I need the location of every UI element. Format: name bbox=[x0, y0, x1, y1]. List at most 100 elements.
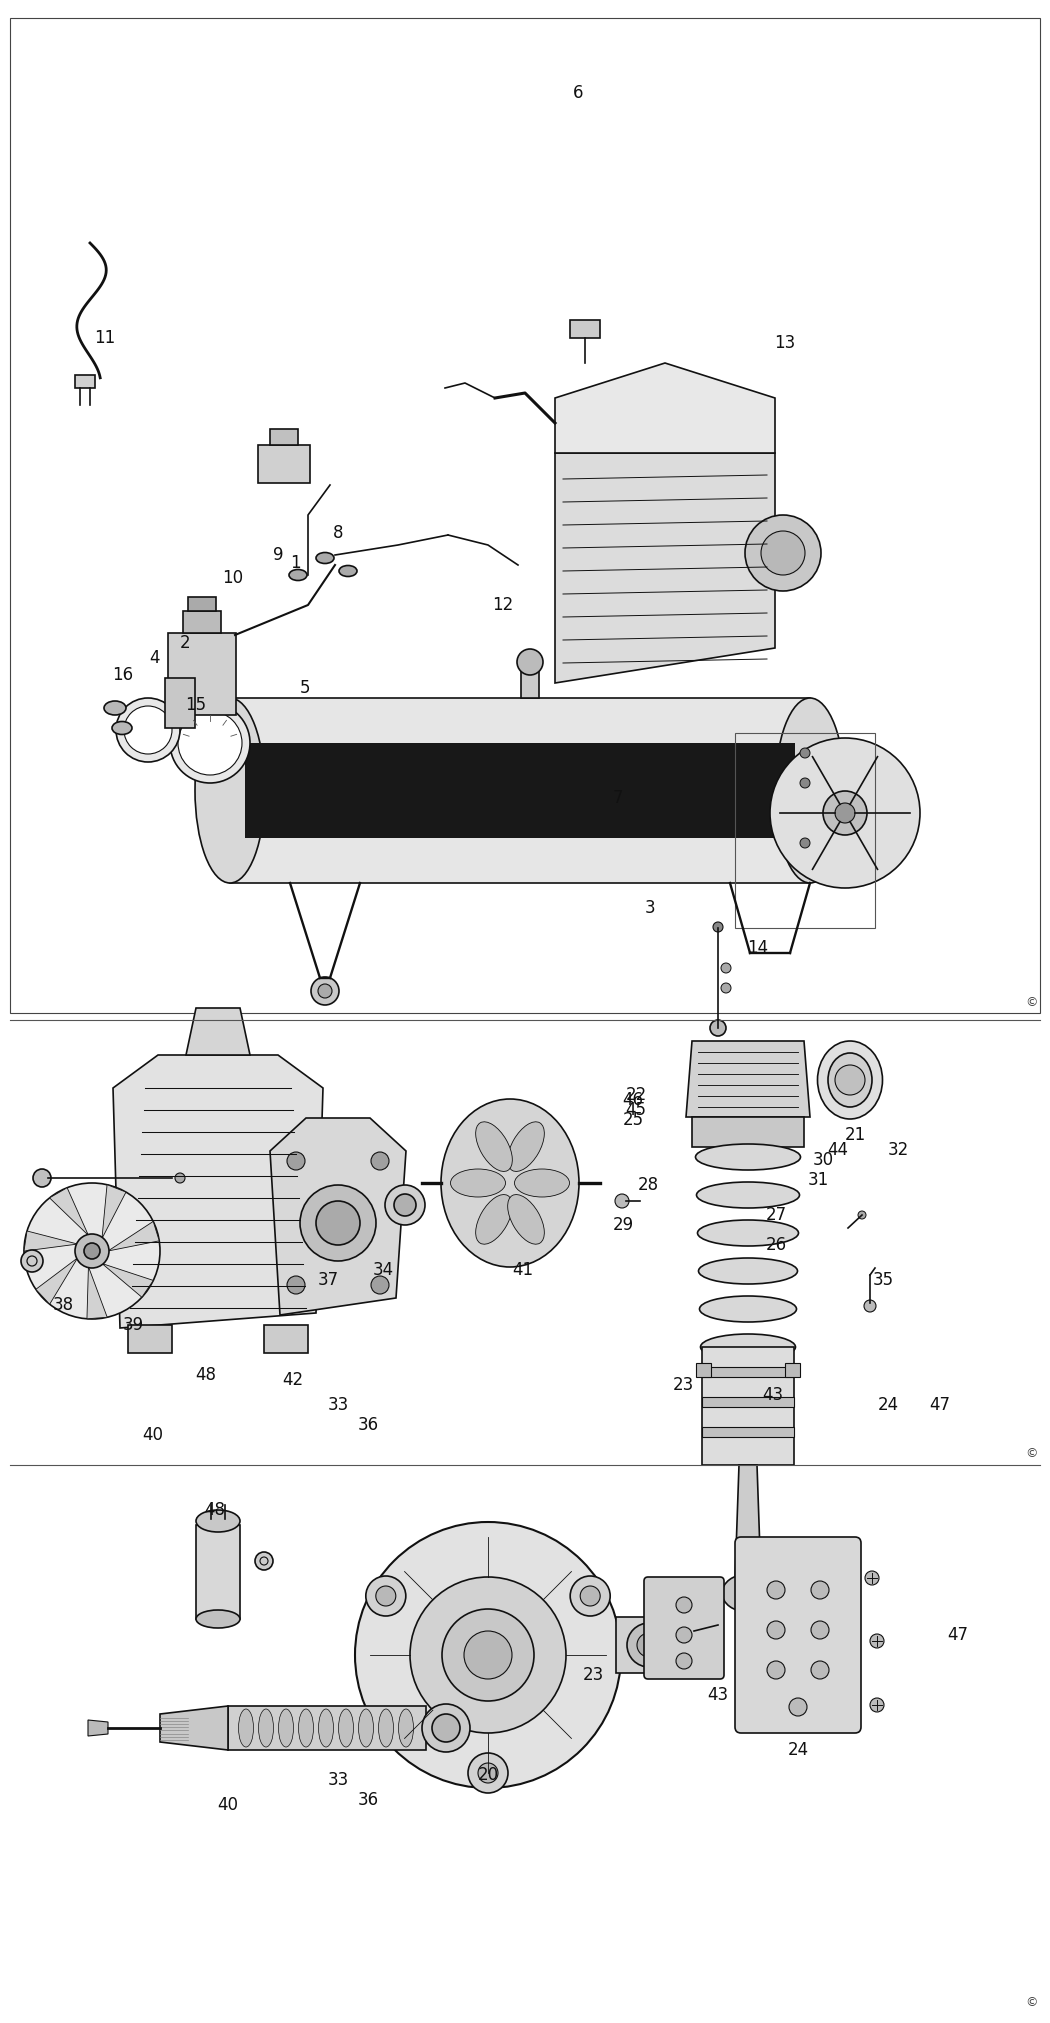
Circle shape bbox=[766, 1582, 785, 1598]
Polygon shape bbox=[555, 362, 775, 453]
Bar bbox=[270, 429, 298, 445]
Polygon shape bbox=[49, 1188, 88, 1236]
Bar bbox=[671, 1633, 706, 1657]
FancyBboxPatch shape bbox=[735, 1537, 861, 1734]
Ellipse shape bbox=[476, 1123, 512, 1171]
Text: 44: 44 bbox=[827, 1141, 848, 1159]
Ellipse shape bbox=[289, 570, 307, 581]
Ellipse shape bbox=[722, 1574, 774, 1612]
Text: 38: 38 bbox=[52, 1297, 74, 1315]
Ellipse shape bbox=[339, 566, 357, 577]
Text: 15: 15 bbox=[186, 696, 207, 714]
Ellipse shape bbox=[399, 1709, 414, 1748]
Circle shape bbox=[800, 749, 810, 759]
Bar bbox=[188, 597, 216, 611]
Text: 31: 31 bbox=[807, 1171, 828, 1190]
Ellipse shape bbox=[699, 1297, 797, 1321]
Circle shape bbox=[316, 1202, 360, 1244]
Text: 11: 11 bbox=[94, 330, 116, 348]
Text: 48: 48 bbox=[195, 1366, 216, 1384]
Circle shape bbox=[676, 1653, 692, 1669]
Circle shape bbox=[287, 1151, 304, 1169]
Bar bbox=[702, 1368, 794, 1378]
Text: 35: 35 bbox=[873, 1270, 894, 1289]
Circle shape bbox=[355, 1521, 621, 1788]
Bar bbox=[264, 1325, 308, 1353]
Polygon shape bbox=[555, 453, 775, 684]
Ellipse shape bbox=[338, 1709, 354, 1748]
Circle shape bbox=[721, 983, 731, 993]
Ellipse shape bbox=[775, 698, 845, 882]
Circle shape bbox=[766, 1620, 785, 1639]
Text: 27: 27 bbox=[765, 1206, 786, 1224]
Text: 20: 20 bbox=[478, 1766, 499, 1784]
Circle shape bbox=[432, 1713, 460, 1742]
Ellipse shape bbox=[698, 1258, 798, 1285]
Ellipse shape bbox=[318, 1709, 334, 1748]
Text: 42: 42 bbox=[282, 1372, 303, 1390]
Circle shape bbox=[175, 1173, 185, 1183]
Polygon shape bbox=[735, 1465, 761, 1580]
Text: 13: 13 bbox=[775, 334, 796, 352]
Text: 43: 43 bbox=[762, 1386, 783, 1404]
Ellipse shape bbox=[441, 1098, 579, 1266]
Bar bbox=[521, 670, 539, 698]
Bar bbox=[702, 1426, 794, 1436]
Ellipse shape bbox=[696, 1181, 799, 1208]
Circle shape bbox=[570, 1576, 610, 1616]
Circle shape bbox=[116, 698, 180, 763]
Circle shape bbox=[371, 1151, 388, 1169]
Text: 23: 23 bbox=[583, 1667, 604, 1683]
Text: 33: 33 bbox=[328, 1770, 349, 1788]
Text: 6: 6 bbox=[572, 85, 583, 101]
Circle shape bbox=[811, 1661, 830, 1679]
Ellipse shape bbox=[818, 1042, 882, 1119]
Text: 40: 40 bbox=[217, 1796, 238, 1815]
Circle shape bbox=[300, 1185, 376, 1260]
Text: 48: 48 bbox=[205, 1501, 226, 1519]
Circle shape bbox=[410, 1578, 566, 1734]
Circle shape bbox=[311, 977, 339, 1005]
Text: 46: 46 bbox=[623, 1090, 644, 1109]
Text: 36: 36 bbox=[357, 1416, 379, 1434]
Polygon shape bbox=[113, 1056, 323, 1327]
Bar bbox=[696, 1364, 711, 1378]
Circle shape bbox=[517, 649, 543, 676]
Circle shape bbox=[581, 1586, 601, 1606]
Circle shape bbox=[422, 1703, 470, 1752]
Ellipse shape bbox=[298, 1709, 314, 1748]
Bar bbox=[616, 1616, 666, 1673]
Polygon shape bbox=[686, 1042, 810, 1117]
Circle shape bbox=[766, 1661, 785, 1679]
Text: 21: 21 bbox=[844, 1127, 865, 1143]
Circle shape bbox=[770, 738, 920, 888]
Ellipse shape bbox=[278, 1709, 294, 1748]
Circle shape bbox=[800, 779, 810, 789]
Text: 43: 43 bbox=[708, 1685, 729, 1703]
Text: 36: 36 bbox=[357, 1790, 379, 1809]
Text: 40: 40 bbox=[143, 1426, 164, 1444]
Circle shape bbox=[858, 1212, 866, 1220]
Circle shape bbox=[870, 1635, 884, 1649]
Circle shape bbox=[746, 516, 821, 591]
Ellipse shape bbox=[507, 1123, 544, 1171]
Polygon shape bbox=[270, 1119, 406, 1315]
Circle shape bbox=[870, 1697, 884, 1711]
Text: 45: 45 bbox=[626, 1101, 647, 1119]
Circle shape bbox=[24, 1183, 160, 1319]
Circle shape bbox=[761, 530, 805, 575]
Text: 1: 1 bbox=[290, 554, 300, 573]
Ellipse shape bbox=[258, 1709, 273, 1748]
Circle shape bbox=[710, 1020, 726, 1036]
Text: 8: 8 bbox=[333, 524, 343, 542]
Text: 23: 23 bbox=[672, 1376, 694, 1394]
Ellipse shape bbox=[112, 722, 132, 734]
Ellipse shape bbox=[476, 1194, 512, 1244]
Circle shape bbox=[811, 1582, 830, 1598]
Circle shape bbox=[21, 1250, 43, 1272]
Text: 24: 24 bbox=[878, 1396, 899, 1414]
Circle shape bbox=[394, 1194, 416, 1216]
Bar bbox=[258, 445, 310, 483]
Circle shape bbox=[865, 1572, 879, 1584]
Circle shape bbox=[287, 1277, 304, 1295]
